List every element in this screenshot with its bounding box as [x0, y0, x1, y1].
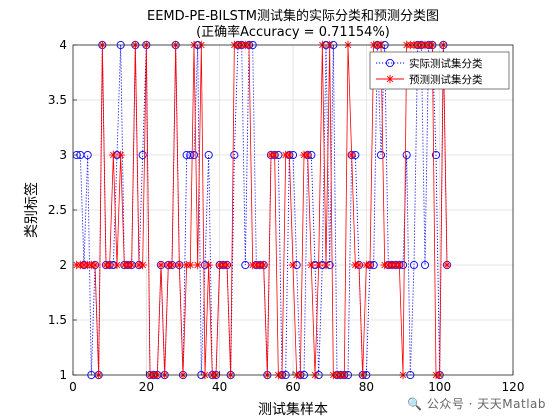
y-tick-label: 2	[59, 258, 67, 272]
y-tick-label: 1	[59, 368, 67, 382]
point-predicted	[193, 260, 202, 270]
point-actual	[138, 150, 147, 160]
y-axis-ticks: 1 1.5 2 2.5 3 3.5 4	[48, 38, 77, 382]
point-predicted	[270, 150, 279, 160]
y-tick-label: 4	[59, 38, 67, 52]
point-predicted	[395, 260, 404, 270]
legend-symbol-predicted	[385, 74, 395, 84]
point-predicted	[186, 260, 195, 270]
point-predicted	[90, 260, 100, 270]
legend-marker-predicted	[385, 74, 395, 84]
y-tick-label: 1.5	[48, 313, 67, 327]
point-predicted	[347, 150, 356, 160]
x-tick-label: 80	[359, 380, 374, 394]
point-predicted	[259, 260, 268, 270]
chart-subtitle: (正确率Accuracy = 0.71154%)	[196, 24, 390, 40]
point-actual	[409, 260, 419, 270]
point-predicted	[303, 150, 312, 160]
x-axis-ticks: 0 20 40 60 80 100 120	[69, 371, 524, 394]
point-predicted	[204, 260, 213, 270]
point-predicted	[222, 260, 232, 270]
point-actual	[204, 150, 213, 160]
point-predicted	[105, 260, 114, 270]
point-predicted	[175, 260, 184, 270]
axes-box	[72, 44, 514, 376]
point-actual	[230, 150, 239, 160]
point-predicted	[156, 260, 166, 270]
x-tick-label: 100	[428, 380, 451, 394]
point-actual	[189, 150, 199, 160]
y-tick-label: 2.5	[48, 203, 67, 217]
legend-marker-actual	[385, 58, 395, 68]
x-tick-label: 40	[212, 380, 227, 394]
legend-symbol-actual	[385, 58, 395, 68]
chart-title: EEMD-PE-BILSTM测试集的实际分类和预测分类图	[147, 8, 439, 24]
point-predicted	[354, 260, 364, 270]
point-predicted	[442, 260, 452, 270]
point-actual	[83, 150, 92, 160]
point-predicted	[112, 260, 122, 270]
y-axis-label: 类别标签	[23, 182, 40, 238]
point-predicted	[307, 260, 316, 270]
legend-label-predicted: 预测测试集分类	[409, 73, 483, 86]
point-predicted	[127, 260, 136, 270]
point-predicted	[109, 150, 118, 160]
x-tick-label: 120	[502, 380, 525, 394]
x-axis-label: 测试集样本	[258, 401, 328, 418]
point-predicted	[167, 260, 177, 270]
point-predicted	[321, 260, 331, 270]
point-predicted	[314, 260, 323, 270]
point-actual	[420, 260, 430, 270]
point-actual	[402, 150, 411, 160]
legend-label-actual: 实际测试集分类	[409, 57, 483, 70]
watermark: 🔍 公众号 · 天天Matlab	[407, 397, 546, 411]
point-actual	[186, 150, 195, 160]
point-predicted	[116, 150, 125, 160]
point-predicted	[285, 150, 294, 160]
x-tick-label: 20	[139, 380, 154, 394]
point-predicted	[365, 260, 375, 270]
y-tick-label: 3	[59, 148, 67, 162]
point-actual	[376, 150, 386, 160]
legend: 实际测试集分类 预测测试集分类	[369, 51, 510, 90]
x-tick-label: 0	[69, 380, 77, 394]
x-tick-label: 60	[285, 380, 300, 394]
point-predicted	[138, 260, 147, 270]
y-tick-label: 3.5	[48, 93, 67, 107]
point-predicted	[288, 260, 298, 270]
point-actual	[431, 150, 441, 160]
